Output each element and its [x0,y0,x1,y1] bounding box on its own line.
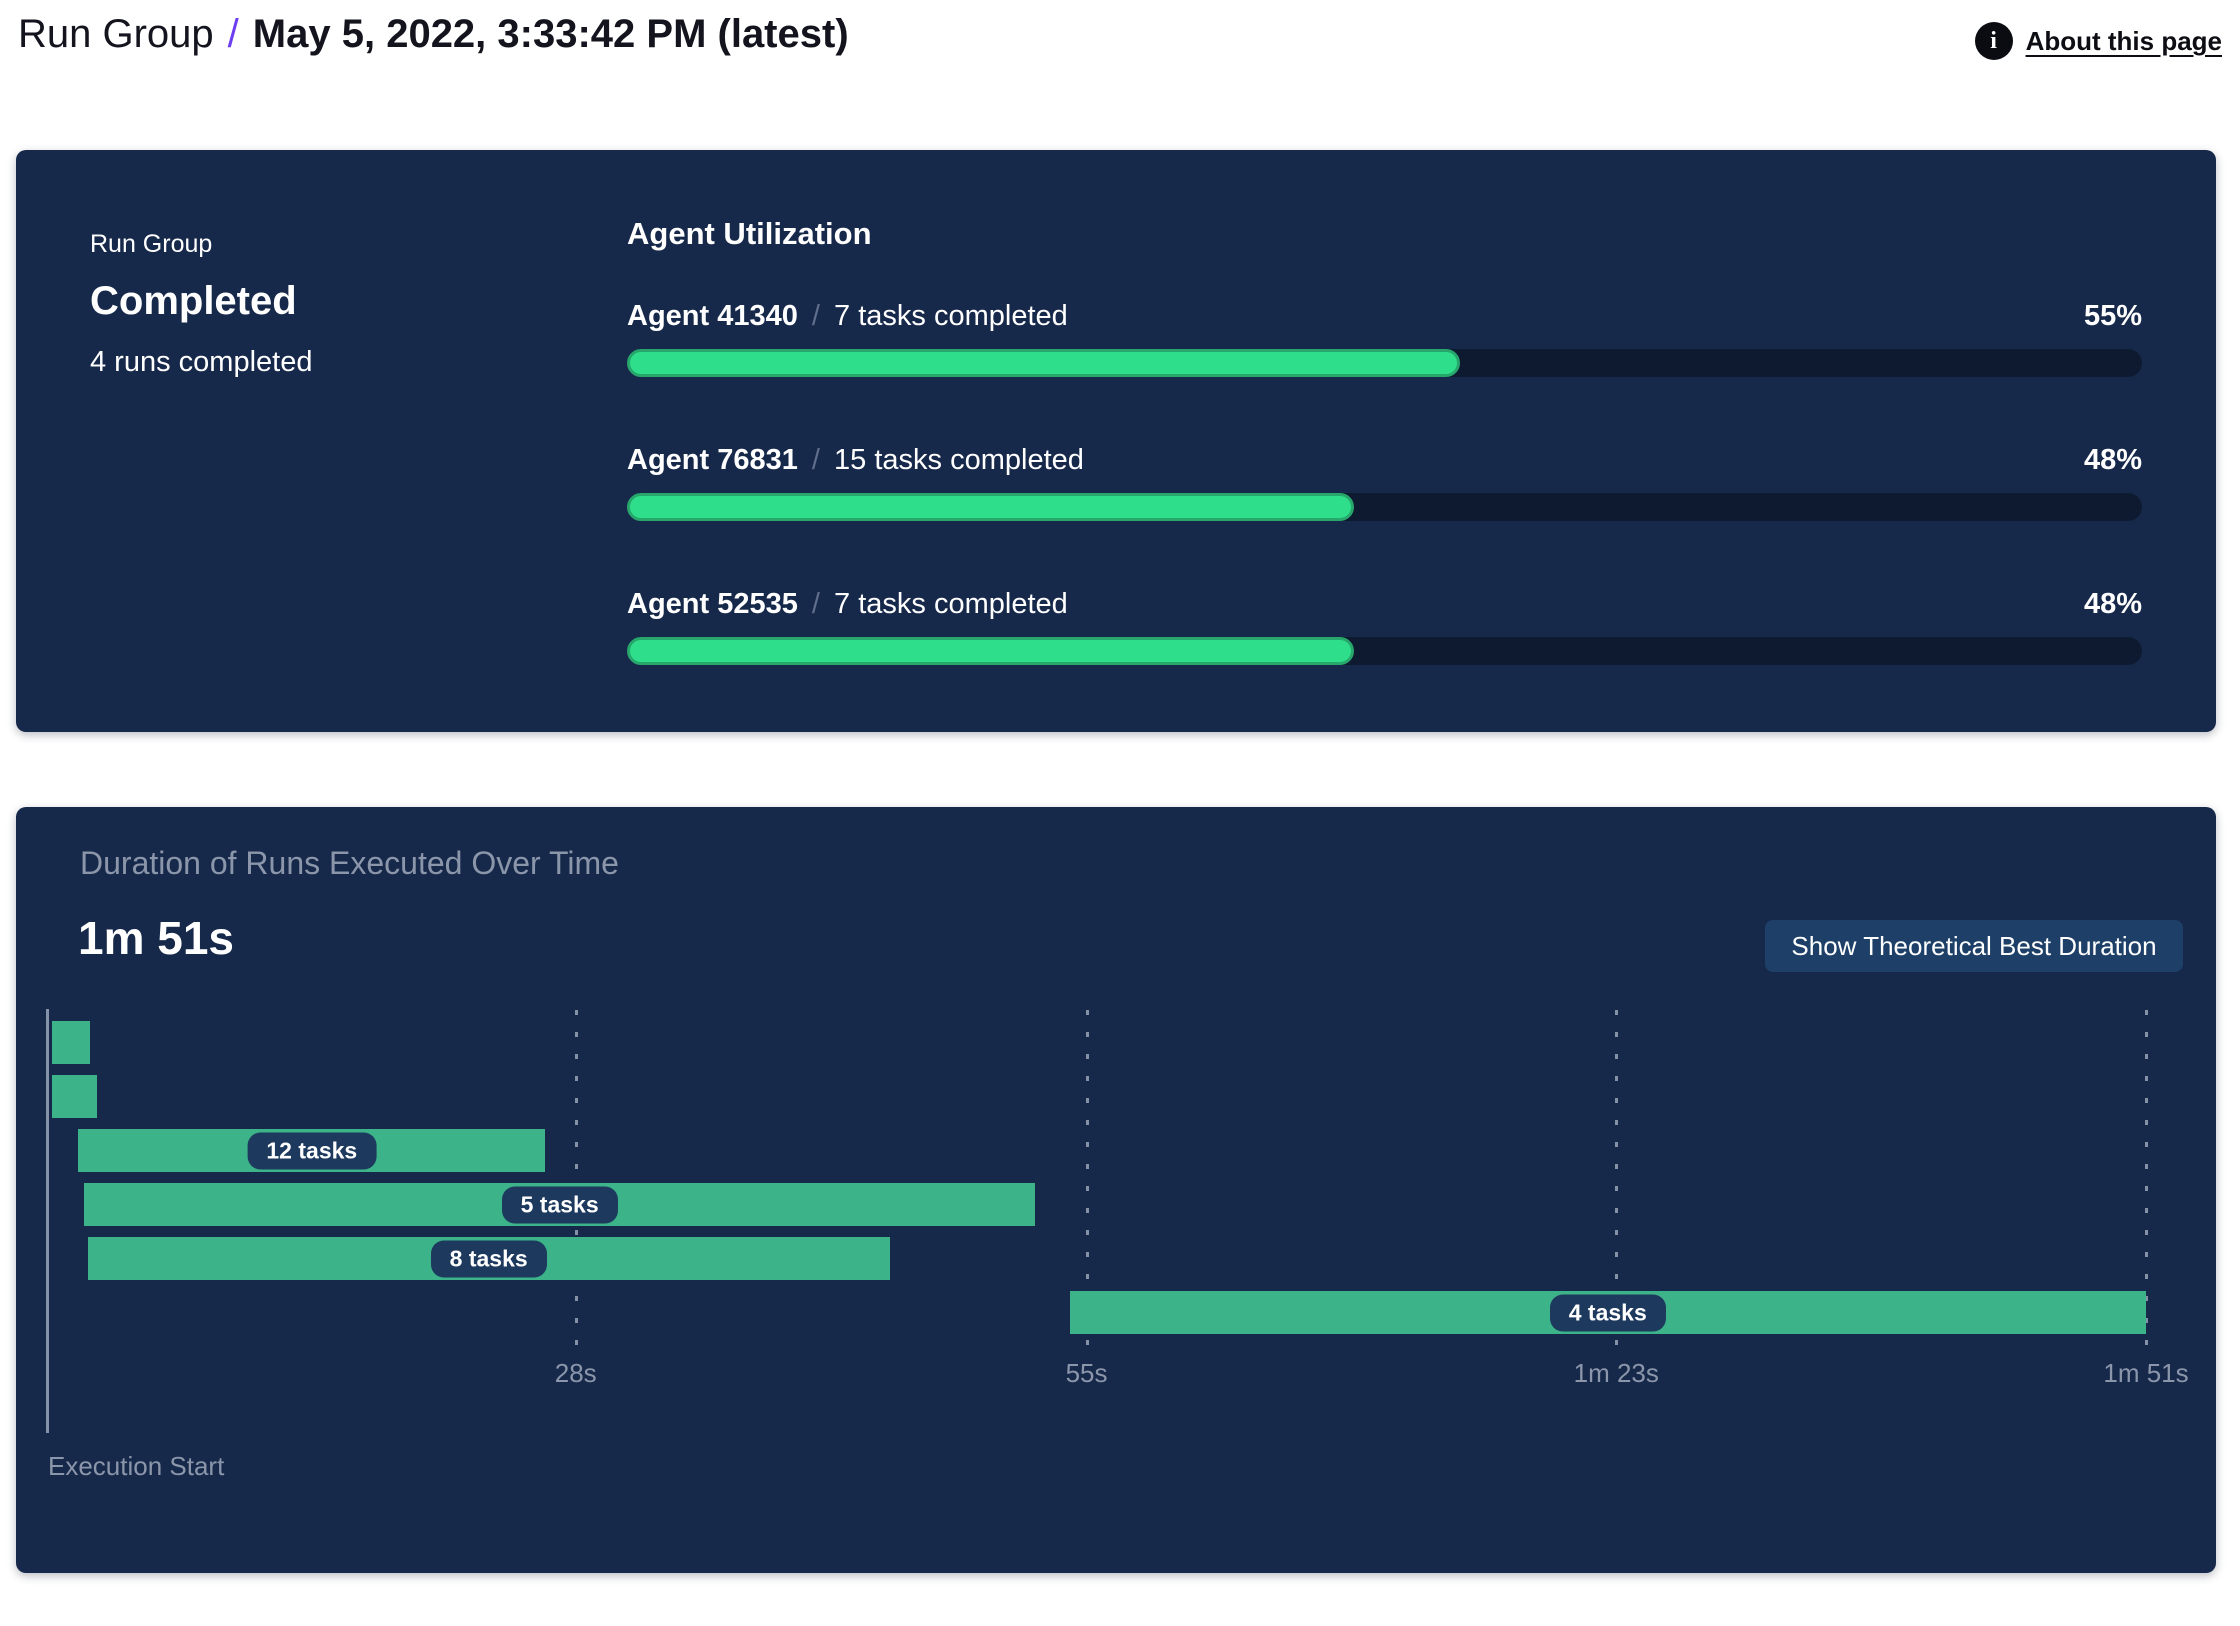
agent-utilization-percent: 48% [2083,588,2142,620]
breadcrumb: Run Group / May 5, 2022, 3:33:42 PM (lat… [18,12,2222,57]
x-gridline [1615,1010,1619,1346]
runs-completed-count: 4 runs completed [90,346,313,378]
about-this-page-link[interactable]: About this page [2025,25,2222,56]
agent-utilization-percent: 48% [2083,444,2142,476]
agent-label-separator: / [803,300,829,332]
agent-label: Agent 76831 / 15 tasks completed [627,444,1084,477]
x-tick-label: 1m 51s [2103,1358,2189,1388]
task-count-pill: 5 tasks [501,1186,618,1223]
agent-progress-track [627,493,2142,521]
total-duration-value: 1m 51s [78,912,235,964]
agent-progress-fill [627,493,1355,521]
agent-utilization-row: Agent 41340 / 7 tasks completed 55% [627,300,2142,377]
agent-progress-fill [627,637,1355,665]
y-axis-line [46,1009,49,1433]
x-gridline [2145,1010,2148,1346]
agent-progress-fill [627,349,1461,377]
task-count-pill: 8 tasks [430,1240,547,1277]
task-count-pill: 12 tasks [247,1132,377,1169]
run-group-status-block: Run Group Completed 4 runs completed [90,230,312,379]
x-gridline [1085,1010,1089,1346]
run-duration-bar: 4 tasks [1069,1291,2146,1334]
agent-progress-track [627,349,2142,377]
run-group-summary-panel: Run Group Completed 4 runs completed Age… [16,150,2216,732]
duration-panel: Duration of Runs Executed Over Time 1m 5… [16,807,2216,1573]
run-duration-bar [51,1021,90,1064]
page-title: May 5, 2022, 3:33:42 PM (latest) [252,12,849,56]
agent-name: Agent 52535 [627,588,798,620]
run-duration-bar [51,1075,98,1118]
agent-utilization-row: Agent 52535 / 7 tasks completed 48% [627,588,2142,665]
run-group-status: Completed [90,279,297,323]
agent-label-separator: / [803,588,829,620]
info-icon[interactable]: i [1974,22,2013,60]
agent-rows: Agent 41340 / 7 tasks completed 55% Agent … [627,300,2142,665]
breadcrumb-separator: / [227,12,239,56]
about-this-page: i About this page [1974,22,2222,60]
run-duration-bar: 8 tasks [87,1237,890,1280]
agent-name: Agent 76831 [627,444,798,476]
agent-utilization-row: Agent 76831 / 15 tasks completed 48% [627,444,2142,521]
agent-tasks-completed: 15 tasks completed [834,444,1084,476]
run-group-label: Run Group [90,230,213,258]
x-tick-label: 55s [1065,1358,1108,1388]
duration-gantt-chart: 28s 55s 1m 23s 1m 51s 12 tasks 5 tasks 8 task… [16,807,2216,1573]
agent-tasks-completed: 7 tasks completed [834,300,1068,332]
show-theoretical-best-duration-button[interactable]: Show Theoretical Best Duration [1765,920,2183,972]
x-tick-label: 28s [554,1358,597,1388]
agent-tasks-completed: 7 tasks completed [834,588,1068,620]
x-gridline [574,1010,578,1346]
agent-label: Agent 41340 / 7 tasks completed [627,300,1068,333]
execution-start-label: Execution Start [48,1451,225,1481]
agent-utilization-percent: 55% [2083,300,2142,332]
run-duration-bar: 5 tasks [83,1183,1036,1226]
agent-label-separator: / [803,444,829,476]
agent-utilization-title: Agent Utilization [627,216,872,251]
x-tick-label: 1m 23s [1573,1358,1659,1388]
agent-utilization-section: Agent Utilization Agent 41340 / 7 tasks … [627,216,2142,732]
task-count-pill: 4 tasks [1549,1294,1666,1331]
agent-progress-track [627,637,2142,665]
duration-chart-title: Duration of Runs Executed Over Time [80,845,619,881]
page-header: Run Group / May 5, 2022, 3:33:42 PM (lat… [18,12,2222,76]
breadcrumb-run-group[interactable]: Run Group [18,12,214,56]
agent-name: Agent 41340 [627,300,798,332]
agent-label: Agent 52535 / 7 tasks completed [627,588,1068,621]
run-duration-bar: 12 tasks [78,1129,546,1172]
